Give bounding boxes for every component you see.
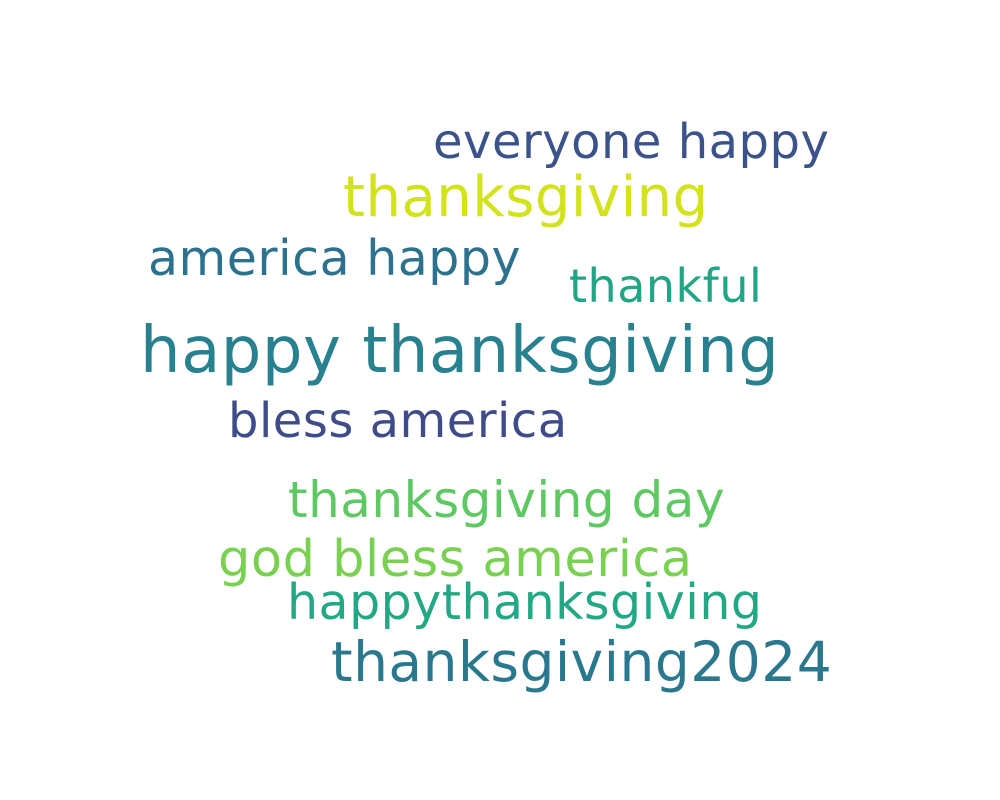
word-happy-thanksgiving: happy thanksgiving <box>140 314 780 388</box>
word-thankful: thankful <box>569 259 763 313</box>
word-god-bless-america: god bless america <box>218 530 693 589</box>
word-happythanksgiving: happythanksgiving <box>287 574 763 631</box>
word-america-happy: america happy <box>148 230 521 287</box>
word-thanksgiving-day: thanksgiving day <box>288 471 726 529</box>
word-bless-america: bless america <box>228 393 568 449</box>
word-thanksgiving: thanksgiving <box>343 165 709 230</box>
word-thanksgiving2024: thanksgiving2024 <box>331 630 833 694</box>
word-everyone-happy: everyone happy <box>433 114 830 170</box>
